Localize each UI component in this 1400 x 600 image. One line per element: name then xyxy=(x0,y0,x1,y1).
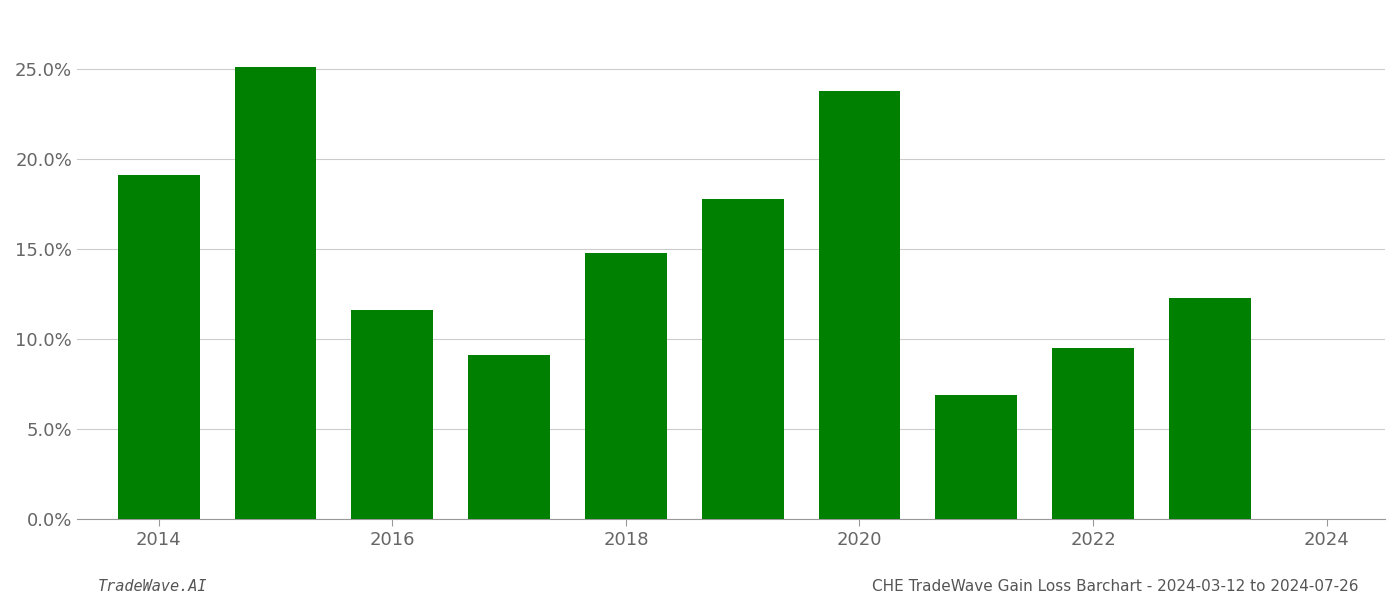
Bar xyxy=(585,253,666,519)
Bar xyxy=(819,91,900,519)
Bar xyxy=(468,355,550,519)
Text: CHE TradeWave Gain Loss Barchart - 2024-03-12 to 2024-07-26: CHE TradeWave Gain Loss Barchart - 2024-… xyxy=(871,579,1358,594)
Bar xyxy=(701,199,784,519)
Text: TradeWave.AI: TradeWave.AI xyxy=(98,579,207,594)
Bar xyxy=(1169,298,1250,519)
Bar xyxy=(1053,348,1134,519)
Bar xyxy=(235,67,316,519)
Bar xyxy=(118,175,200,519)
Bar xyxy=(935,395,1018,519)
Bar xyxy=(351,310,433,519)
